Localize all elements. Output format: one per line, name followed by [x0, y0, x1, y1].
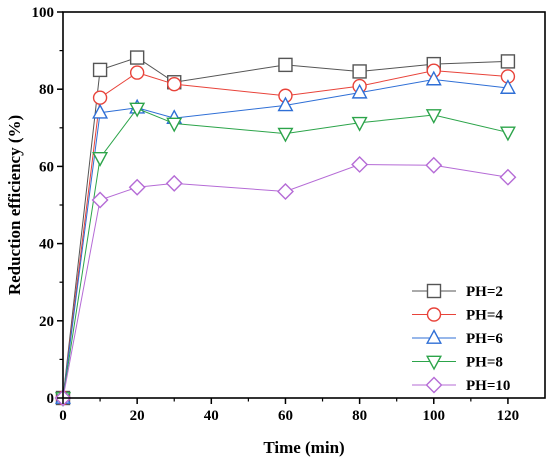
y-tick-label: 40	[39, 237, 54, 253]
legend-marker	[426, 355, 442, 371]
x-tick-label: 120	[497, 408, 520, 424]
legend-marker	[426, 329, 442, 344]
series-4	[54, 156, 517, 407]
data-point	[129, 65, 145, 80]
series-3	[55, 102, 516, 407]
series-line	[62, 107, 509, 399]
data-point	[351, 156, 369, 173]
x-tick-label: 20	[130, 408, 145, 424]
x-axis-title: Time (min)	[263, 438, 344, 457]
data-point	[277, 96, 294, 112]
legend-item: PH=4	[412, 307, 503, 324]
data-point	[499, 168, 517, 186]
axes: 0 20 40 60 80 100 120 0 20 40 60 80 100	[32, 5, 546, 424]
data-point	[276, 183, 294, 200]
data-point	[129, 102, 146, 118]
data-point	[91, 191, 109, 209]
data-point	[425, 109, 442, 125]
legend-marker	[426, 307, 442, 322]
legend-label: PH=6	[466, 331, 503, 347]
legend-label: PH=2	[466, 284, 503, 300]
y-axis-title: Reduction efficiency (%)	[5, 115, 24, 295]
y-tick-label: 60	[39, 159, 54, 175]
legend-marker	[426, 283, 442, 299]
legend-label: PH=8	[466, 355, 503, 371]
data-point	[425, 156, 443, 174]
legend-item: PH=8	[412, 355, 503, 371]
legend-item: PH=2	[412, 283, 503, 300]
series-2	[55, 70, 516, 404]
data-point	[499, 79, 516, 94]
data-point	[352, 64, 367, 79]
x-tick-label: 80	[352, 408, 367, 424]
data-point	[277, 127, 294, 143]
x-tick-label: 40	[204, 408, 219, 424]
data-point	[166, 117, 183, 133]
x-tick-label: 100	[423, 408, 446, 424]
data-point	[92, 152, 109, 167]
data-point	[92, 103, 109, 119]
data-point	[92, 90, 108, 105]
data-point	[128, 178, 146, 196]
legend-item: PH=10	[412, 376, 510, 394]
series-line	[62, 79, 508, 399]
data-point	[129, 50, 145, 65]
y-tick-label: 20	[39, 314, 54, 330]
legend-label: PH=10	[466, 378, 510, 394]
y-tick-label: 0	[47, 391, 55, 407]
data-point	[165, 174, 183, 192]
data-point	[425, 70, 442, 86]
series-line	[62, 70, 508, 399]
data-point	[167, 76, 182, 92]
y-tick-label: 80	[39, 82, 54, 98]
y-tick-label: 100	[32, 5, 55, 21]
data-point	[278, 57, 293, 73]
plot-area	[54, 50, 517, 407]
x-tick-label: 0	[59, 408, 67, 424]
data-point	[92, 62, 108, 78]
x-tick-label: 60	[278, 408, 293, 424]
legend-item: PH=6	[412, 329, 503, 347]
series-1	[55, 63, 516, 406]
legend: PH=2 PH=4 PH=6 PH=8 PH=10	[412, 283, 510, 394]
data-point	[351, 83, 368, 99]
legend-label: PH=4	[466, 308, 503, 324]
data-point	[351, 116, 368, 132]
data-point	[499, 126, 516, 142]
legend-marker	[425, 376, 443, 394]
data-point	[500, 54, 516, 69]
